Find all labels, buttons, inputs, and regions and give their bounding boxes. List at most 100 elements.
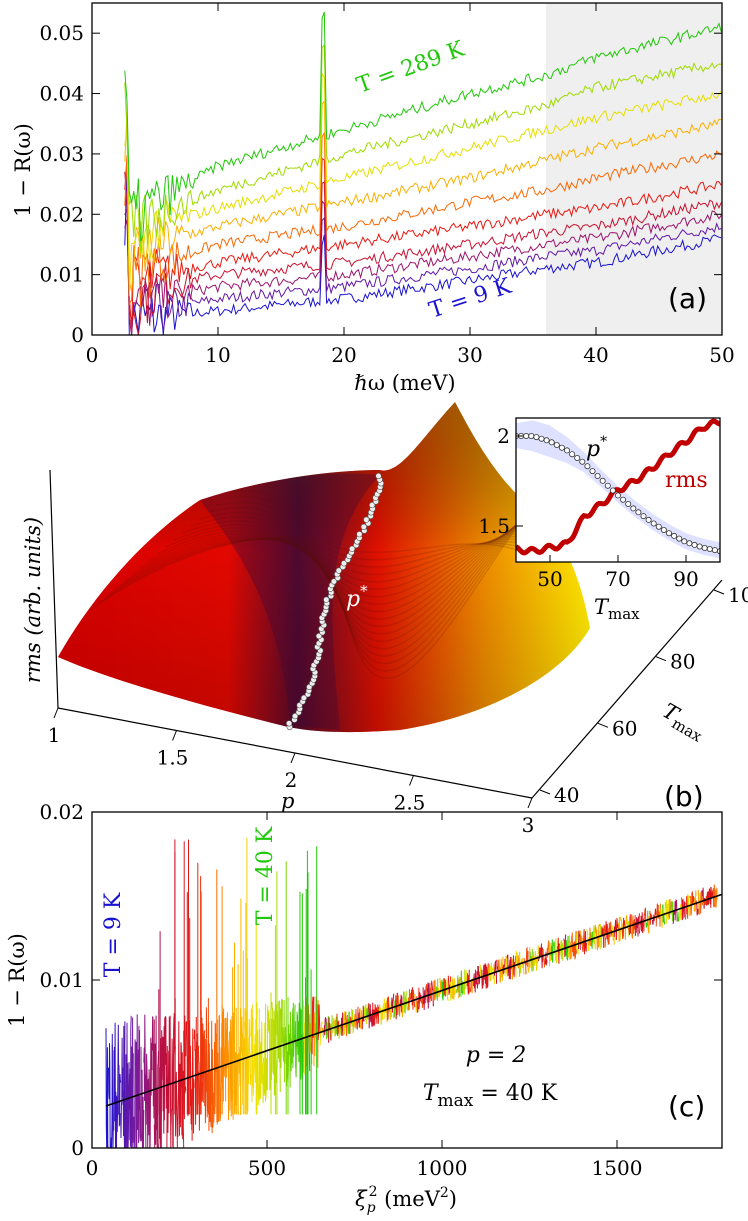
panel-c-spectrum-segment [563, 934, 567, 958]
panel-c-spectrum-segment [617, 916, 621, 942]
panel-b: p* 11.522.53 406080100 rms (arb. units) … [21, 402, 748, 837]
panel-c-spectrum-segment [601, 926, 605, 948]
panel-b-ripple [190, 507, 558, 642]
panel-c-y-tick-label: 0.02 [39, 800, 84, 824]
inset-pstar-point [666, 530, 673, 537]
panel-c-spectrum-segment [628, 914, 632, 936]
inset-pstar-point [635, 509, 642, 516]
panel-c-spectrum-segment [439, 977, 443, 994]
panel-c-spectrum-segment [128, 1015, 132, 1147]
panel-c-spectrum-segment [445, 978, 449, 1001]
inset-pstar-point [528, 432, 535, 439]
panel-c-spectrum-segment [634, 917, 638, 936]
panel-c-spectrum-segment [609, 921, 613, 938]
panel-c-spectrum-segment [529, 948, 533, 972]
panel-c-spectrum-segment [399, 994, 403, 1013]
panel-c-spectrum-segment [714, 887, 718, 908]
panel-c-spectrum-segment [554, 938, 558, 964]
panel-b-pstar-bead [349, 545, 356, 552]
panel-b-pstar-bead [335, 567, 342, 574]
panel-c-spectrum-segment [107, 1043, 111, 1148]
inset-pstar-point [691, 541, 698, 548]
inset-pstar-point [671, 532, 678, 539]
panel-c-spectrum-segment [135, 1014, 138, 1148]
panel-a-x-tick-label: 20 [331, 343, 356, 367]
panel-b-pstar-bead [330, 578, 338, 585]
panel-c-x-tick-label: 1000 [417, 1156, 468, 1180]
inset-rms-label: rms [665, 468, 708, 493]
panel-c-spectrum-segment [428, 982, 432, 1003]
panel-a-y-tick-label: 0.04 [39, 82, 84, 106]
panel-b-x-tick-label: 2 [285, 768, 298, 792]
panel-c-spectrum-segment [643, 907, 647, 932]
panel-c-spectrum-segment [592, 925, 596, 950]
panel-c-spectrum-segment [527, 947, 531, 973]
panel-b-pstar-bead [375, 472, 382, 480]
panel-c-spectrum-segment [380, 1006, 384, 1024]
panel-b-ripples [89, 487, 565, 679]
inset-pstar-label: p* [586, 434, 607, 462]
panel-a-tag: (a) [668, 282, 707, 315]
panel-c-spectrum-segment [630, 914, 634, 939]
panel-c-spectrum-segment [271, 1001, 275, 1075]
panel-a-y-tick-label: 0.05 [39, 21, 84, 45]
panel-c-spectrum-segment [158, 1067, 162, 1148]
panel-c-spectrum-segment [391, 993, 395, 1013]
panel-c-spectrum-segment [594, 924, 598, 950]
panel-c-spectrum-segment [267, 1010, 271, 1089]
inset-pstar-point [548, 439, 555, 446]
panel-c-spectrum-segment [475, 971, 479, 989]
panel-c-spectrum-segment [113, 1022, 117, 1148]
panel-c-spectrum-segment [116, 1024, 120, 1148]
panel-a-series-line [124, 165, 722, 335]
panel-c-spectrum-segment [208, 1043, 212, 1131]
panel-c-spectrum-segment [347, 1011, 351, 1035]
panel-b-pstar-curve [286, 472, 385, 731]
panel-c-label-warm: T = 40 K [253, 826, 278, 925]
panel-a-series-line [124, 131, 722, 308]
panel-b-pstar-bead [323, 596, 330, 603]
panel-c-spectrum-segment [227, 1031, 231, 1121]
panel-b-ripple [89, 536, 541, 611]
panel-c-spectrum-segment [126, 1022, 130, 1148]
panel-c-spectrum-segment [223, 1017, 227, 1102]
panel-c-spectrum-segment [422, 987, 426, 1010]
panel-c-spectrum-segment [695, 900, 699, 916]
panel-c-spectrum-segment [248, 1019, 252, 1085]
panel-c-spectrum-segment [149, 1037, 153, 1148]
panel-c-spectrum-segment [490, 962, 493, 982]
panel-c-spectrum-segment [689, 892, 693, 916]
panel-c-spectrum-segment [460, 970, 464, 997]
inset-x-tick-label: 90 [673, 567, 698, 591]
inset-pstar-point [615, 492, 622, 499]
panel-c-spectrum-segment [328, 1017, 332, 1043]
inset-pstar-point [696, 543, 703, 550]
panel-c-spectrum-segment [525, 946, 529, 968]
panel-b-ripple [232, 487, 565, 679]
panel-a-x-tick-label: 0 [86, 343, 99, 367]
panel-b-y-tick-label: 80 [670, 650, 695, 674]
panel-c-spectrum-segment [229, 1015, 233, 1117]
inset-pstar-point [523, 432, 530, 439]
panel-c-spectrum-segment [659, 908, 663, 928]
panel-b-x-ticks: 1 1.5 2 2.5 3 [48, 707, 534, 837]
panel-c-spectrum-segment [706, 891, 710, 906]
panel-c-spectrum-segment [462, 969, 466, 995]
panel-c-spectrum-segment [653, 908, 657, 922]
panel-b-y-tick [597, 722, 609, 728]
panel-c-spectrum-segment [536, 945, 540, 971]
inset-pstar-point [569, 451, 576, 458]
panel-c-spectrum-segment [473, 969, 477, 993]
panel-b-ripple [199, 503, 559, 650]
panel-c-spectrum-segment [426, 982, 430, 1009]
panel-c-spectrum-segment [607, 922, 611, 945]
panel-c-spectrum-segment [110, 1033, 113, 1148]
panel-c-spectrum-segment [118, 1065, 122, 1128]
panel-a-y-tick-label: 0.03 [39, 142, 84, 166]
panel-c-spectrum-segment [326, 1016, 330, 1040]
panel-c-series-group [105, 837, 718, 1148]
inset-pstar-point [579, 458, 586, 465]
panel-c-spectrum-segment [174, 1071, 178, 1148]
panel-c-spectrum-segment [575, 930, 579, 955]
panel-c-spectrum-segment [674, 898, 678, 922]
